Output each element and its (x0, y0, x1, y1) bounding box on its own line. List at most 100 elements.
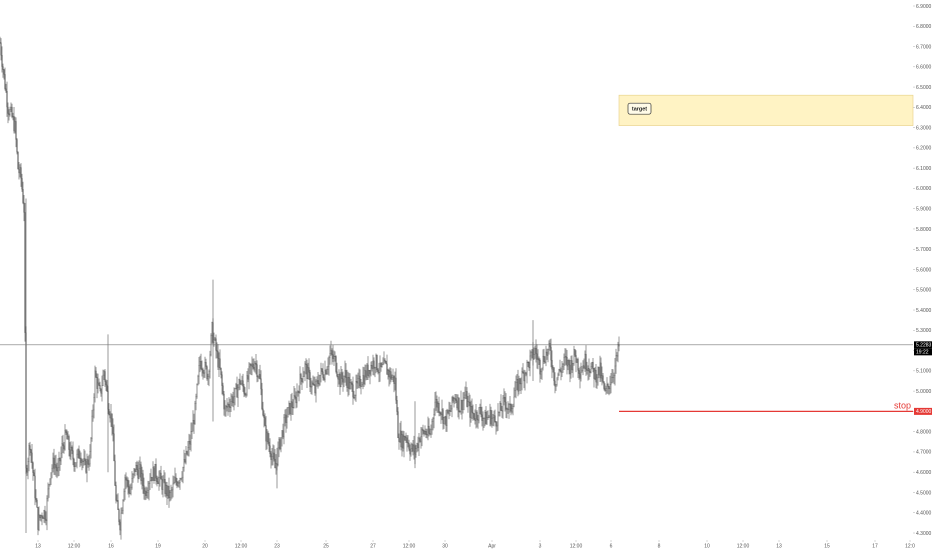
candle-body (65, 430, 67, 433)
candle-body (363, 375, 365, 384)
candle-body (445, 416, 447, 426)
candle-body (444, 416, 446, 418)
candle (245, 392, 247, 398)
candle (273, 445, 275, 462)
candle-body (210, 335, 212, 356)
candle-body (465, 391, 467, 396)
candle-body (597, 366, 599, 379)
candle-body (146, 492, 148, 496)
time-axis[interactable]: 13 12:00 16 19 20 12:00 23 25 27 12:00 30 Apr 3 12:00… (35, 540, 915, 550)
candle-body (515, 382, 517, 391)
candle-body (555, 384, 557, 387)
candle-body (168, 485, 170, 499)
candle-body (599, 362, 601, 376)
price-axis[interactable]: 6.9000 6.8000 6.7000 6.6000 6.5000 6.4000 6.30… (913, 4, 932, 537)
x-tick-label: 3 (539, 544, 542, 550)
candle (209, 350, 211, 379)
candle (97, 373, 99, 394)
candle (455, 394, 457, 404)
candle (513, 387, 515, 408)
candle-body (317, 380, 319, 384)
candle (174, 467, 176, 484)
candle-body (8, 113, 10, 116)
candle-body (285, 414, 287, 423)
candle (533, 347, 535, 361)
candle-body (21, 178, 23, 190)
candle-body (40, 515, 42, 519)
candle (102, 369, 104, 387)
candle (467, 395, 469, 413)
candle-body (373, 360, 375, 369)
candle-body (323, 377, 325, 380)
candle-body (431, 421, 433, 430)
candle-body (351, 382, 353, 385)
candle-body (193, 420, 195, 425)
candle-body (56, 467, 58, 472)
candle-body (440, 412, 442, 415)
candle (511, 404, 513, 414)
candle-body (312, 382, 314, 385)
candle-body (533, 354, 535, 359)
candle-body (292, 407, 294, 408)
candle (70, 441, 72, 461)
x-tick-label: 27 (370, 544, 376, 550)
candle (411, 443, 413, 453)
candle-body (589, 370, 591, 373)
candle (262, 401, 264, 417)
candle (10, 102, 12, 112)
candle-body (587, 368, 589, 371)
candle-body (145, 490, 147, 496)
candle-body (29, 445, 31, 450)
candle-body (381, 363, 383, 368)
candle-body (498, 411, 500, 413)
candle (421, 427, 423, 447)
candle (3, 68, 5, 80)
candle (133, 468, 135, 479)
candle-body (133, 468, 135, 475)
x-tick-label: 12:00 (737, 544, 750, 550)
candle (387, 368, 389, 380)
candle (36, 498, 38, 508)
candle (156, 475, 158, 487)
candle-body (506, 408, 508, 410)
candle (323, 374, 325, 381)
candle (250, 363, 252, 375)
candle-body (234, 388, 236, 398)
candle-body (24, 212, 26, 333)
candle (16, 138, 18, 155)
candle (475, 403, 477, 429)
target-zone[interactable]: target (618, 94, 914, 126)
candle (418, 432, 420, 456)
candle (137, 461, 139, 483)
candle (205, 358, 207, 370)
candle-body (433, 414, 435, 419)
candle (609, 375, 611, 395)
candle-body (319, 375, 321, 385)
candle-body (311, 382, 313, 388)
candle-body (302, 376, 304, 382)
candle-body (378, 372, 380, 374)
candle (534, 345, 536, 359)
candle-body (418, 438, 420, 448)
candle (61, 435, 63, 459)
candle (593, 368, 595, 388)
candle (232, 391, 234, 408)
candle-body (593, 368, 595, 379)
candle-body (364, 370, 366, 384)
candle (586, 361, 588, 375)
candle (434, 392, 436, 416)
candle-body (51, 467, 53, 473)
target-zone-box[interactable] (618, 94, 914, 126)
candle (80, 452, 82, 466)
candle-body (541, 367, 543, 372)
candle-body (314, 384, 316, 394)
candle-body (405, 437, 407, 441)
candle-body (224, 407, 226, 410)
candle-body (409, 449, 411, 455)
candle (249, 362, 251, 375)
candle-body (443, 417, 445, 424)
candle (5, 83, 7, 93)
stop-line-group[interactable]: stop (619, 400, 913, 412)
candle-body (369, 370, 371, 375)
